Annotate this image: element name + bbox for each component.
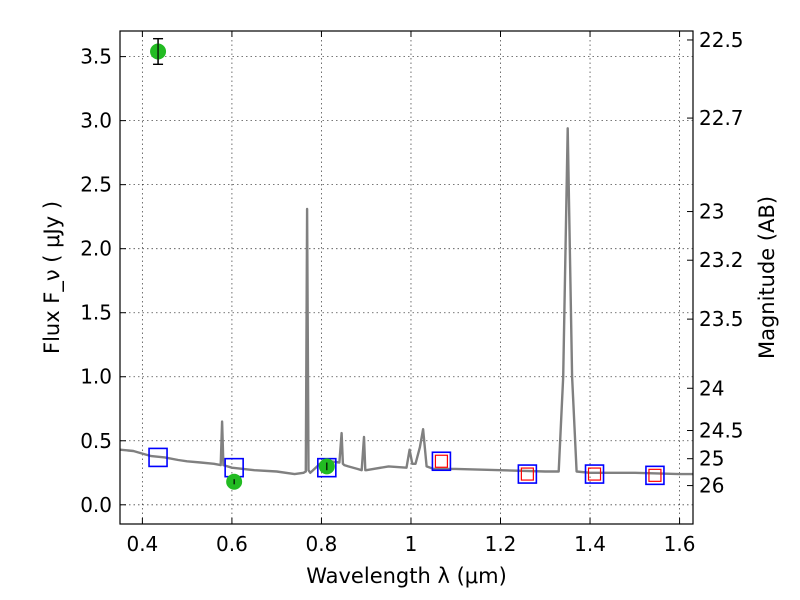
x-tick-label: 1.2 [485,532,517,556]
x-tick-label: 0.6 [216,532,248,556]
y-tick-label: 2.5 [80,173,112,197]
y-axis-label: Flux F_ν ( μJy ) [40,201,65,354]
x-tick-label: 1.6 [664,532,696,556]
y-tick-label: 0.0 [80,493,112,517]
plot-series [120,37,693,490]
y-tick-label: 1.5 [80,301,112,325]
right-tick-label: 24 [699,376,724,400]
upper-limit-marker [587,467,602,481]
model-spectrum-line [120,127,693,476]
y-tick-label: 1.0 [80,365,112,389]
x-tick-label: 1 [405,532,418,556]
y-tick-label: 0.5 [80,429,112,453]
y-tick-label: 3.5 [80,45,112,69]
model-photometry-marker [431,451,452,472]
right-tick-label: 23.2 [699,248,744,272]
x-tick-label: 1.4 [574,532,606,556]
right-tick-label: 22.5 [699,28,744,52]
x-tick-label: 0.4 [126,532,158,556]
upper-limit-marker [520,467,534,481]
y-tick-label: 3.0 [80,109,112,133]
grid-lines [120,31,693,524]
model-photometry-marker [517,464,538,484]
y-right-axis-label: Magnitude (AB) [755,196,779,359]
right-tick-label: 23.5 [699,307,744,331]
upper-limit-marker [648,468,662,482]
right-tick-label: 24.5 [699,419,744,443]
model-photometry-marker [584,464,605,484]
axis-ticks: 0.4 0.6 0.8 1 1.2 1.4 1.6 0.0 0.5 1.0 1.5 2.0 2.5 3.0… [80,28,743,556]
x-tick-label: 0.8 [306,532,338,556]
right-tick-label: 22.7 [699,106,744,130]
x-axis-label: Wavelength λ (μm) [306,564,507,588]
right-tick-label: 25 [699,447,724,471]
model-photometry-marker [148,447,168,468]
right-tick-label: 26 [699,474,724,498]
right-tick-label: 23 [699,200,724,224]
upper-limit-marker [434,454,449,468]
y-tick-label: 2.0 [80,237,112,261]
plot-frame [119,30,694,525]
model-photometry-marker [645,465,665,486]
